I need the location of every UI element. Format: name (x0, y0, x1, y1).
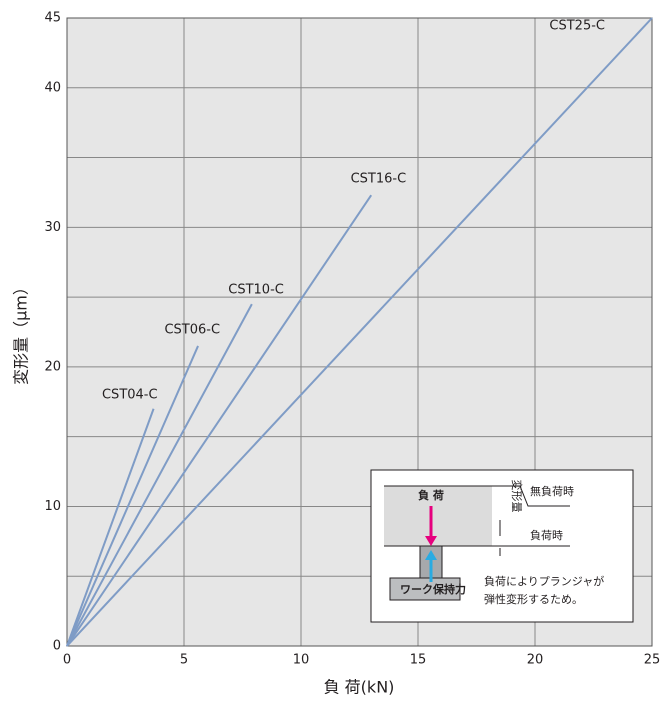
inset-load: 負 荷 (418, 488, 444, 502)
series-label: CST25-C (549, 19, 605, 34)
series-line (66, 17, 653, 647)
y-tick-label: 40 (44, 80, 61, 95)
leader (510, 485, 570, 507)
inset: 負 荷 ワーク保持力 変形量 無負荷時 負荷時 負荷によりプランジャが 弾性変形… (370, 469, 634, 623)
load-arrow-head (425, 536, 437, 546)
y-tick-label: 20 (44, 359, 61, 374)
series-label: CST16-C (351, 172, 407, 187)
inset-work: ワーク保持力 (400, 582, 466, 596)
hold-arrow-head (425, 550, 437, 560)
series-line (66, 303, 253, 647)
series-label: CST04-C (102, 387, 158, 402)
series-line (66, 194, 373, 647)
x-tick-label: 15 (410, 653, 427, 668)
y-tick-label: 30 (44, 220, 61, 235)
inset-note: 弾性変形するため。 (484, 592, 583, 606)
series-line (66, 408, 155, 647)
x-axis-label: 負 荷(kN) (324, 678, 395, 697)
series-line (66, 345, 199, 647)
x-tick-label: 5 (180, 653, 188, 668)
inset-loaded: 負荷時 (530, 529, 563, 542)
inset-note: 負荷によりプランジャが (484, 574, 604, 588)
y-tick-label: 45 (44, 11, 61, 26)
y-tick-label: 10 (44, 499, 61, 514)
y-tick-label: 0 (53, 639, 61, 654)
x-tick-label: 25 (644, 653, 661, 668)
series-label: CST06-C (164, 322, 220, 337)
plot-border (66, 17, 653, 647)
x-tick-label: 0 (63, 653, 71, 668)
y-axis-label: 変形量（μm） (12, 279, 31, 385)
base (389, 577, 461, 601)
x-tick-label: 20 (527, 653, 544, 668)
inset-deform: 変形量 (510, 480, 524, 513)
inset-noload: 無負荷時 (530, 484, 574, 498)
series-label: CST10-C (228, 283, 284, 298)
x-tick-label: 10 (293, 653, 310, 668)
load-block (384, 486, 492, 546)
